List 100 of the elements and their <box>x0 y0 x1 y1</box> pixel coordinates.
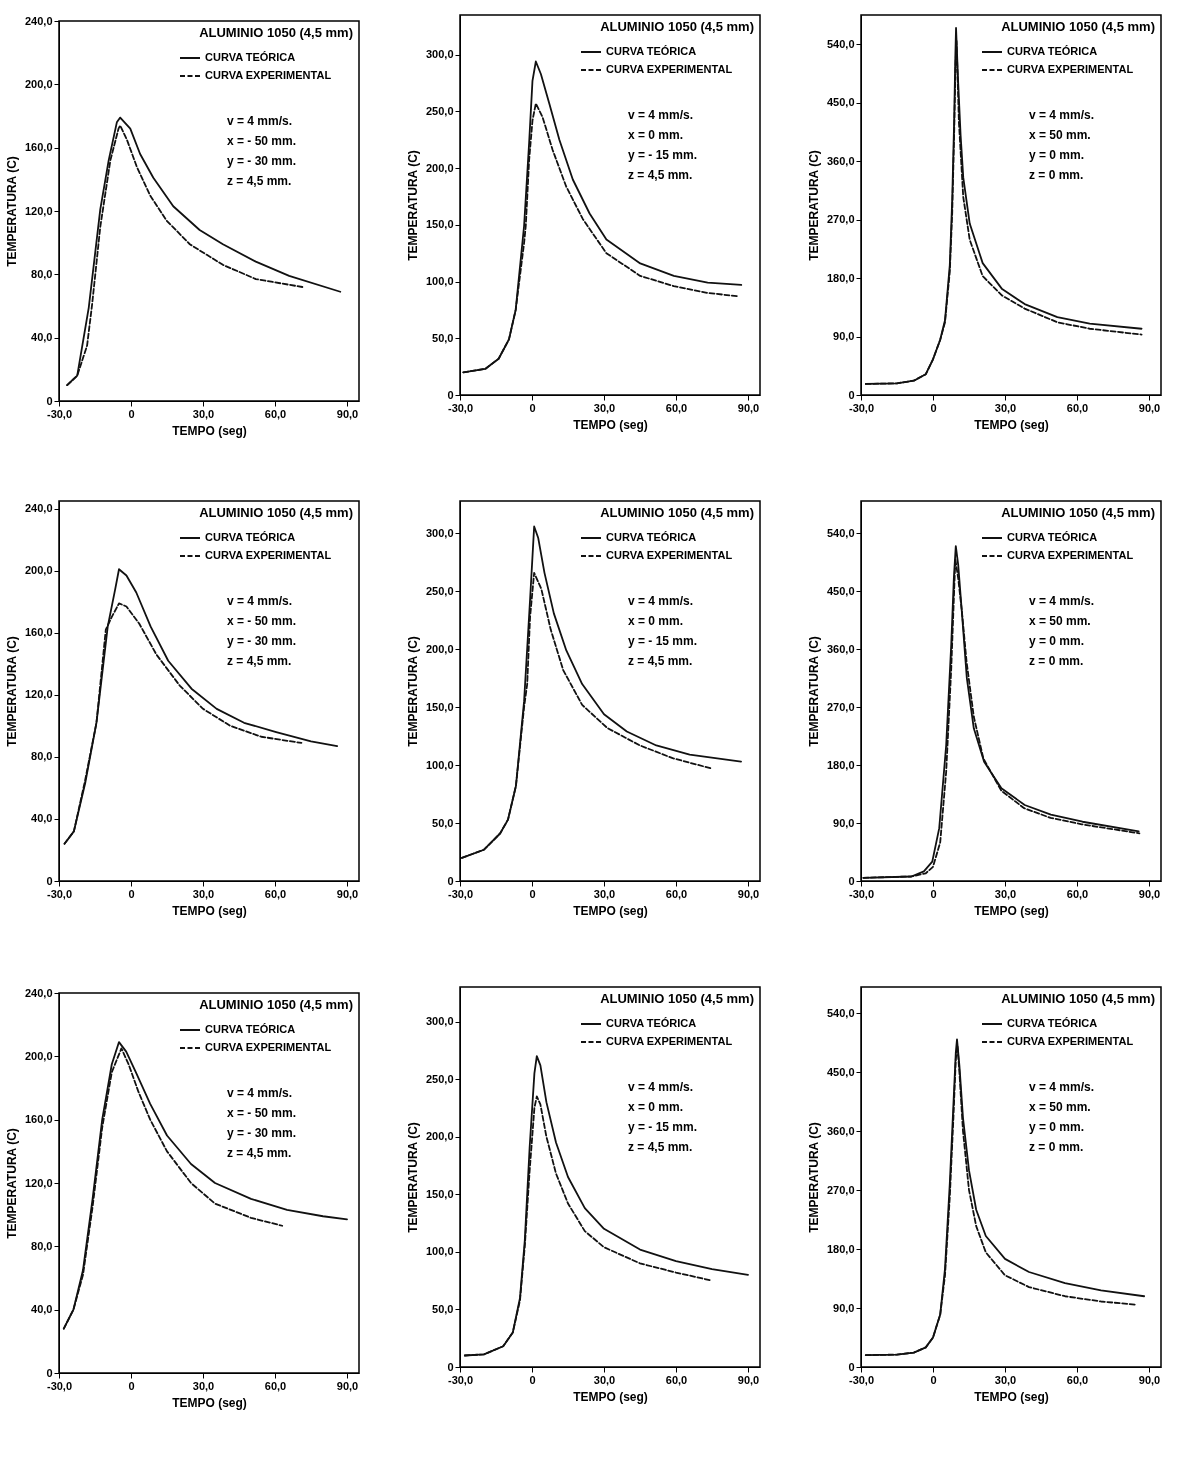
annotation: z = 0 mm. <box>1029 1140 1084 1154</box>
annotation: z = 4,5 mm. <box>227 1146 292 1160</box>
annotation: y = - 15 mm. <box>628 148 698 162</box>
legend-label: CURVA EXPERIMENTAL <box>606 63 733 75</box>
y-tick-label: 40,0 <box>31 331 53 344</box>
x-tick-label: 90,0 <box>336 407 359 420</box>
annotation: y = - 15 mm. <box>628 634 698 648</box>
y-tick-label: 150,0 <box>425 700 454 713</box>
y-axis-title: TEMPERATURA (C) <box>405 150 420 261</box>
y-axis-title: TEMPERATURA (C) <box>405 1122 420 1233</box>
y-tick-label: 360,0 <box>826 642 855 655</box>
y-tick-label: 160,0 <box>24 141 53 154</box>
x-tick-label: 30,0 <box>192 407 215 420</box>
x-axis-title: TEMPO (seg) <box>172 1395 247 1410</box>
annotation: v = 4 mm/s. <box>628 108 694 122</box>
x-tick-label: -30,0 <box>447 1373 474 1386</box>
annotation: x = - 50 mm. <box>227 134 297 148</box>
annotation: v = 4 mm/s. <box>227 1086 293 1100</box>
chart-title: ALUMINIO 1050 (4,5 mm) <box>1001 991 1155 1006</box>
x-tick-label: 0 <box>930 1373 937 1386</box>
x-tick-label: 30,0 <box>994 1373 1017 1386</box>
annotation: x = 0 mm. <box>628 614 684 628</box>
legend-label: CURVA EXPERIMENTAL <box>205 549 332 561</box>
y-tick-label: 200,0 <box>425 161 454 174</box>
annotation: z = 4,5 mm. <box>628 1140 693 1154</box>
y-axis-title: TEMPERATURA (C) <box>806 150 821 261</box>
chart-title: ALUMINIO 1050 (4,5 mm) <box>199 997 353 1012</box>
chart-title: ALUMINIO 1050 (4,5 mm) <box>600 991 754 1006</box>
annotation: y = - 30 mm. <box>227 634 297 648</box>
x-axis-title: TEMPO (seg) <box>573 417 648 432</box>
annotation: x = 50 mm. <box>1029 614 1091 628</box>
annotation: y = 0 mm. <box>1029 148 1085 162</box>
y-tick-label: 0 <box>447 1360 454 1373</box>
x-axis-title: TEMPO (seg) <box>573 903 648 918</box>
legend-label: CURVA EXPERIMENTAL <box>606 549 733 561</box>
annotation: z = 4,5 mm. <box>227 654 292 668</box>
y-axis-title: TEMPERATURA (C) <box>806 636 821 747</box>
y-axis-title: TEMPERATURA (C) <box>405 636 420 747</box>
x-tick-label: 60,0 <box>665 887 688 900</box>
x-tick-label: -30,0 <box>46 1379 73 1392</box>
y-tick-label: 50,0 <box>432 1302 454 1315</box>
annotation: v = 4 mm/s. <box>1029 594 1095 608</box>
y-tick-label: 150,0 <box>425 218 454 231</box>
y-tick-label: 450,0 <box>826 1065 855 1078</box>
y-tick-label: 300,0 <box>425 48 454 61</box>
legend-label: CURVA TEÓRICA <box>205 51 296 63</box>
y-axis-title: TEMPERATURA (C) <box>806 1122 821 1233</box>
x-tick-label: 60,0 <box>264 407 287 420</box>
y-tick-label: 0 <box>848 388 855 401</box>
y-tick-label: 270,0 <box>826 1183 855 1196</box>
y-tick-label: 250,0 <box>425 104 454 117</box>
y-tick-label: 270,0 <box>826 213 855 226</box>
y-tick-label: 90,0 <box>833 330 855 343</box>
x-axis-title: TEMPO (seg) <box>172 423 247 438</box>
y-tick-label: 250,0 <box>425 1072 454 1085</box>
x-axis-title: TEMPO (seg) <box>172 903 247 918</box>
legend-label: CURVA TEÓRICA <box>1007 1017 1098 1029</box>
annotation: x = 0 mm. <box>628 128 684 142</box>
legend-label: CURVA TEÓRICA <box>606 45 697 57</box>
y-tick-label: 120,0 <box>24 688 53 701</box>
annotation: x = - 50 mm. <box>227 1106 297 1120</box>
annotation: z = 0 mm. <box>1029 168 1084 182</box>
y-tick-label: 80,0 <box>31 750 53 763</box>
annotation: x = 50 mm. <box>1029 1100 1091 1114</box>
y-tick-label: 50,0 <box>432 331 454 344</box>
x-tick-label: 60,0 <box>264 887 287 900</box>
x-tick-label: 0 <box>128 1379 135 1392</box>
annotation: z = 4,5 mm. <box>628 168 693 182</box>
y-axis-title: TEMPERATURA (C) <box>4 156 19 267</box>
x-tick-label: 0 <box>930 401 937 414</box>
annotation: y = 0 mm. <box>1029 1120 1085 1134</box>
y-tick-label: 450,0 <box>826 96 855 109</box>
x-tick-label: 90,0 <box>737 887 760 900</box>
y-tick-label: 40,0 <box>31 812 53 825</box>
y-tick-label: 150,0 <box>425 1187 454 1200</box>
x-tick-label: -30,0 <box>848 887 875 900</box>
y-tick-label: 80,0 <box>31 1239 53 1252</box>
x-tick-label: -30,0 <box>848 1373 875 1386</box>
x-axis-title: TEMPO (seg) <box>974 1389 1049 1404</box>
y-tick-label: 540,0 <box>826 526 855 539</box>
annotation: v = 4 mm/s. <box>628 594 694 608</box>
annotation: z = 4,5 mm. <box>628 654 693 668</box>
y-tick-label: 270,0 <box>826 700 855 713</box>
y-tick-label: 40,0 <box>31 1303 53 1316</box>
legend-label: CURVA EXPERIMENTAL <box>1007 63 1134 75</box>
legend-label: CURVA TEÓRICA <box>205 1023 296 1035</box>
x-tick-label: -30,0 <box>447 401 474 414</box>
x-tick-label: 90,0 <box>336 1379 359 1392</box>
y-tick-label: 180,0 <box>826 758 855 771</box>
legend-label: CURVA EXPERIMENTAL <box>1007 549 1134 561</box>
annotation: x = - 50 mm. <box>227 614 297 628</box>
x-tick-label: 90,0 <box>737 401 760 414</box>
x-tick-label: 0 <box>128 407 135 420</box>
x-tick-label: 60,0 <box>1066 1373 1089 1386</box>
legend-label: CURVA TEÓRICA <box>1007 531 1098 543</box>
annotation: v = 4 mm/s. <box>1029 108 1095 122</box>
y-tick-label: 450,0 <box>826 584 855 597</box>
x-tick-label: 30,0 <box>593 401 616 414</box>
chart-title: ALUMINIO 1050 (4,5 mm) <box>1001 505 1155 520</box>
y-tick-label: 250,0 <box>425 584 454 597</box>
